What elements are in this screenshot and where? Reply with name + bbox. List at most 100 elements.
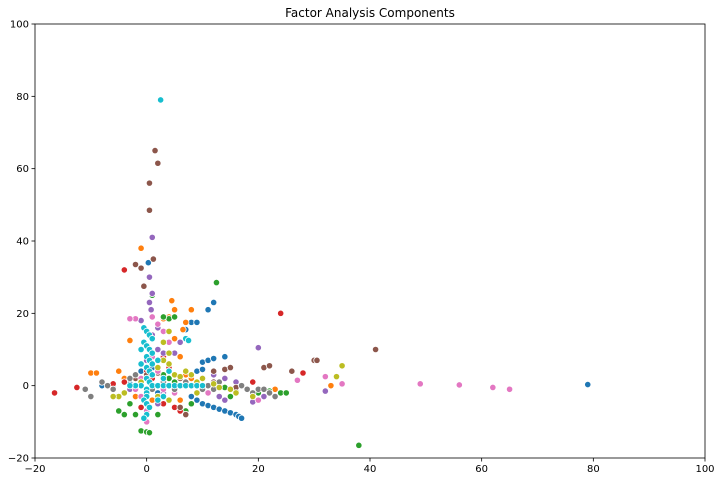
x-tick-label: −20 xyxy=(24,464,45,475)
data-point xyxy=(215,383,223,392)
data-point xyxy=(505,385,514,393)
x-tick-label: 40 xyxy=(364,464,377,475)
data-point xyxy=(179,326,187,334)
data-point xyxy=(243,385,251,393)
data-point xyxy=(254,344,262,352)
data-point xyxy=(221,374,229,383)
data-point xyxy=(154,345,162,354)
data-point xyxy=(126,336,134,345)
data-point xyxy=(154,356,162,364)
data-point xyxy=(198,382,207,390)
data-point xyxy=(165,327,173,336)
data-point xyxy=(210,367,218,375)
data-point xyxy=(332,373,341,381)
data-point xyxy=(210,354,218,363)
data-point xyxy=(145,298,154,307)
data-point xyxy=(145,273,154,281)
data-point xyxy=(120,266,128,274)
data-point xyxy=(271,392,279,401)
data-point xyxy=(299,369,307,377)
data-point xyxy=(212,278,221,287)
data-point xyxy=(154,320,162,328)
data-point xyxy=(226,385,235,393)
data-point xyxy=(148,233,156,241)
data-point xyxy=(293,376,302,384)
data-point xyxy=(210,298,218,307)
x-tick-label: 0 xyxy=(143,464,149,475)
data-point xyxy=(149,255,157,263)
data-point xyxy=(159,392,168,401)
data-point xyxy=(168,297,176,305)
data-point xyxy=(50,389,59,397)
y-tick-label: 60 xyxy=(16,164,29,175)
data-point xyxy=(148,289,156,298)
data-point xyxy=(254,396,262,404)
plot-frame xyxy=(34,23,706,459)
y-tick-label: 0 xyxy=(23,381,29,392)
data-point xyxy=(159,313,168,321)
data-point xyxy=(145,429,154,437)
data-point xyxy=(210,380,218,388)
data-point xyxy=(115,367,123,375)
data-point xyxy=(131,371,140,379)
data-point xyxy=(73,383,81,392)
data-point xyxy=(148,313,156,321)
data-point xyxy=(489,383,497,392)
data-point xyxy=(103,382,112,390)
data-point xyxy=(131,410,140,419)
data-point xyxy=(170,306,179,314)
data-point xyxy=(371,345,380,354)
data-point xyxy=(187,371,195,379)
data-point xyxy=(193,389,201,397)
data-point xyxy=(137,244,145,252)
data-point xyxy=(182,318,190,326)
data-point xyxy=(249,392,257,401)
data-point xyxy=(170,335,179,343)
data-point xyxy=(321,373,329,381)
series-9 xyxy=(126,96,207,422)
data-point xyxy=(237,382,246,390)
data-point xyxy=(221,396,229,404)
data-point xyxy=(265,389,274,397)
x-axis: −20 0 20 40 60 80 100 xyxy=(24,458,715,475)
data-point xyxy=(148,371,156,379)
data-point xyxy=(187,400,195,408)
data-point xyxy=(198,365,207,373)
data-point xyxy=(204,306,212,314)
data-point xyxy=(148,360,156,368)
data-point xyxy=(288,367,296,375)
data-point xyxy=(148,349,156,357)
data-point xyxy=(176,396,184,404)
data-point xyxy=(182,410,190,419)
data-point xyxy=(144,259,152,267)
data-point xyxy=(282,389,290,397)
data-point xyxy=(176,373,184,381)
data-point xyxy=(145,403,154,411)
data-point xyxy=(159,338,168,346)
data-point xyxy=(176,338,184,346)
data-point xyxy=(147,306,155,314)
data-point xyxy=(176,353,184,361)
data-point xyxy=(165,360,173,368)
y-tick-label: 80 xyxy=(16,92,29,103)
y-tick-label: 20 xyxy=(16,309,29,320)
data-point xyxy=(165,367,173,375)
data-point xyxy=(584,380,592,389)
data-point xyxy=(265,362,274,370)
data-point xyxy=(249,378,257,386)
data-point xyxy=(154,159,162,167)
data-point xyxy=(170,313,179,321)
x-tick-label: 80 xyxy=(587,464,600,475)
data-point xyxy=(115,407,123,415)
data-point xyxy=(126,374,134,383)
data-point xyxy=(151,146,159,155)
data-point xyxy=(92,369,101,377)
data-point xyxy=(187,392,195,401)
data-point xyxy=(145,206,154,214)
data-point xyxy=(87,392,95,401)
data-point xyxy=(193,396,201,404)
data-point xyxy=(154,363,162,372)
data-point xyxy=(137,264,145,272)
data-point xyxy=(260,385,268,393)
